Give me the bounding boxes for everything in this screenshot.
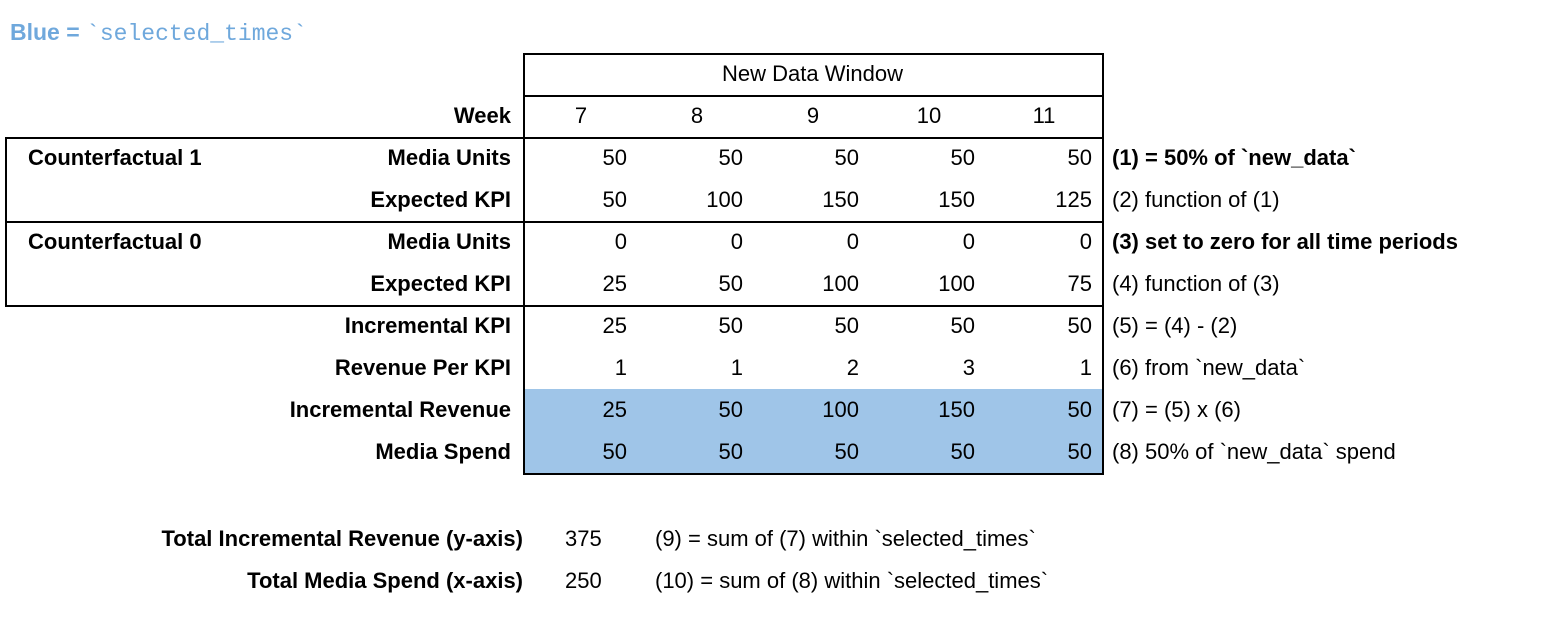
table-cell: 3 xyxy=(962,355,975,380)
table-cell: 50 xyxy=(718,313,743,338)
row-annotation: (7) = (5) x (6) xyxy=(1112,397,1241,422)
row-annotation: (2) function of (1) xyxy=(1112,187,1280,212)
border-week-bottom xyxy=(5,137,1104,139)
border-header-top xyxy=(523,53,1104,55)
table-cell-highlighted: 100 xyxy=(822,397,859,422)
row-label: Media Units xyxy=(387,145,511,170)
table-cell: 1 xyxy=(1079,355,1092,380)
table-cell: 0 xyxy=(846,229,859,254)
row-label: Expected KPI xyxy=(370,271,511,296)
border-cf0-bottom xyxy=(5,305,1104,307)
table-cell: 50 xyxy=(602,145,627,170)
table-cell: 0 xyxy=(730,229,743,254)
table-cell: 50 xyxy=(718,145,743,170)
table-cell: 25 xyxy=(602,271,627,296)
table-cell: 25 xyxy=(602,313,627,338)
table-cell: 0 xyxy=(614,229,627,254)
table-cell: 50 xyxy=(1067,313,1092,338)
border-table-bottom xyxy=(523,473,1104,475)
table-cell: 0 xyxy=(1079,229,1092,254)
table-cell: 50 xyxy=(834,313,859,338)
table-cell-highlighted: 50 xyxy=(834,439,859,464)
table-cell: 0 xyxy=(962,229,975,254)
border-header-bottom xyxy=(523,95,1104,97)
table-cell-highlighted: 50 xyxy=(602,439,627,464)
table-cell-highlighted: 25 xyxy=(602,397,627,422)
table-cell: 100 xyxy=(706,187,743,212)
new-data-window-header: New Data Window xyxy=(722,61,903,86)
table-cell: 50 xyxy=(834,145,859,170)
week-col-header: 7 xyxy=(574,103,588,128)
legend-code: `selected_times` xyxy=(86,21,307,47)
row-annotation: (1) = 50% of `new_data` xyxy=(1112,145,1356,170)
table-cell: 50 xyxy=(602,187,627,212)
table-cell: 50 xyxy=(1067,145,1092,170)
table-cell-highlighted: 50 xyxy=(950,439,975,464)
week-col-header: 9 xyxy=(806,103,820,128)
row-annotation: (6) from `new_data` xyxy=(1112,355,1306,380)
selected-times-highlight xyxy=(525,389,1102,473)
table-cell: 2 xyxy=(846,355,859,380)
total-incremental-revenue-annotation: (9) = sum of (7) within `selected_times` xyxy=(655,526,1036,551)
week-col-header: 10 xyxy=(916,103,942,128)
table-cell: 1 xyxy=(730,355,743,380)
week-row-label: Week xyxy=(453,103,511,128)
row-label: Incremental Revenue xyxy=(289,397,511,422)
table-cell: 75 xyxy=(1067,271,1092,296)
total-media-spend-label: Total Media Spend (x-axis) xyxy=(247,568,523,593)
total-incremental-revenue-label: Total Incremental Revenue (y-axis) xyxy=(161,526,524,551)
row-label: Incremental KPI xyxy=(344,313,511,338)
row-label: Expected KPI xyxy=(370,187,511,212)
total-incremental-revenue-value: 375 xyxy=(565,526,602,551)
table-cell: 150 xyxy=(938,187,975,212)
table-cell: 1 xyxy=(614,355,627,380)
table-cell: 50 xyxy=(718,271,743,296)
row-label: Media Spend xyxy=(375,439,511,464)
row-annotation: (4) function of (3) xyxy=(1112,271,1280,296)
row-label: Revenue Per KPI xyxy=(334,355,511,380)
table-cell: 50 xyxy=(950,313,975,338)
table-cell-highlighted: 50 xyxy=(718,397,743,422)
border-data-left xyxy=(523,53,525,475)
group-label-counterfactual-1: Counterfactual 1 xyxy=(28,145,202,170)
legend-prefix: Blue = xyxy=(10,19,87,45)
legend: Blue = `selected_times` xyxy=(10,18,307,48)
row-annotation: (3) set to zero for all time periods xyxy=(1112,229,1458,254)
total-media-spend-annotation: (10) = sum of (8) within `selected_times… xyxy=(655,568,1049,593)
table-cell: 100 xyxy=(822,271,859,296)
week-col-header: 8 xyxy=(690,103,704,128)
row-label: Media Units xyxy=(387,229,511,254)
total-media-spend-value: 250 xyxy=(565,568,602,593)
border-cf1-bottom xyxy=(5,221,1104,223)
table-cell: 100 xyxy=(938,271,975,296)
table-cell-highlighted: 50 xyxy=(718,439,743,464)
table-cell: 50 xyxy=(950,145,975,170)
table-cell: 150 xyxy=(822,187,859,212)
border-data-right xyxy=(1102,53,1104,475)
row-annotation: (5) = (4) - (2) xyxy=(1112,313,1238,338)
table-cell-highlighted: 50 xyxy=(1067,439,1092,464)
row-annotation: (8) 50% of `new_data` spend xyxy=(1112,439,1396,464)
table-cell: 125 xyxy=(1055,187,1092,212)
group-label-counterfactual-0: Counterfactual 0 xyxy=(28,229,202,254)
table-cell-highlighted: 150 xyxy=(938,397,975,422)
border-cf-left xyxy=(5,137,7,307)
table-cell-highlighted: 50 xyxy=(1067,397,1092,422)
week-col-header: 11 xyxy=(1032,103,1056,128)
